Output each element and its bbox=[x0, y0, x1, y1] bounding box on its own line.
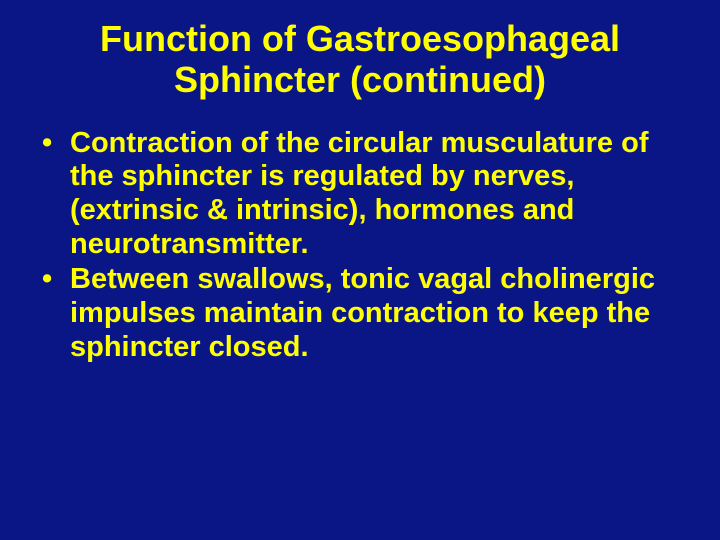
list-item: Contraction of the circular musculature … bbox=[36, 127, 692, 262]
slide: Function of Gastroesophageal Sphincter (… bbox=[0, 0, 720, 540]
title-line-1: Function of Gastroesophageal bbox=[100, 18, 620, 59]
bullet-list: Contraction of the circular musculature … bbox=[28, 127, 692, 364]
slide-title: Function of Gastroesophageal Sphincter (… bbox=[28, 18, 692, 101]
list-item: Between swallows, tonic vagal cholinergi… bbox=[36, 263, 692, 364]
title-line-2: Sphincter (continued) bbox=[174, 59, 546, 100]
